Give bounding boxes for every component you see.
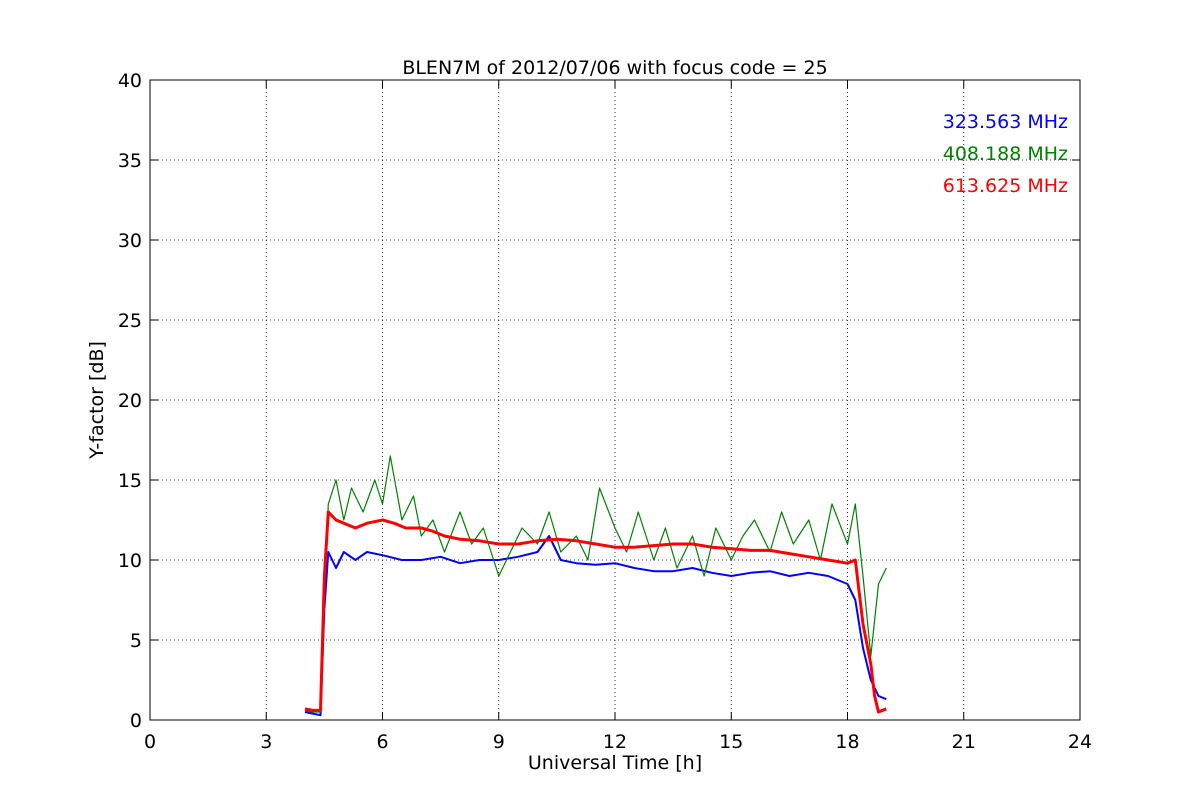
series-line-2	[304, 455, 887, 713]
x-tick-label: 15	[719, 731, 743, 753]
series-layer	[304, 455, 887, 717]
y-tick-label: 20	[118, 390, 142, 412]
x-tick-label: 21	[952, 731, 976, 753]
x-tick-label: 0	[144, 731, 156, 753]
legend: 323.563 MHz 408.188 MHz 613.625 MHz	[943, 111, 1068, 197]
x-tick-label: 24	[1068, 731, 1092, 753]
series-line-3	[304, 510, 887, 714]
y-tick-label: 25	[118, 310, 142, 332]
y-tick-label: 15	[118, 470, 142, 492]
y-tick-label: 30	[118, 230, 142, 252]
y-tick-label: 0	[130, 710, 142, 732]
axis-ticks: 0 3 6 9 12 15 18 21 24 0 5 10 15 20 25 30 35 40	[118, 70, 1092, 753]
x-axis-label: Universal Time [h]	[528, 752, 702, 774]
grid	[150, 80, 1080, 720]
y-axis-label: Y-factor [dB]	[86, 341, 108, 460]
legend-entry-3: 613.625 MHz	[943, 175, 1068, 197]
series-line-1	[304, 535, 887, 717]
y-tick-label: 40	[118, 70, 142, 92]
x-tick-label: 18	[835, 731, 859, 753]
y-tick-label: 35	[118, 150, 142, 172]
y-tick-label: 5	[130, 630, 142, 652]
x-tick-label: 12	[603, 731, 627, 753]
x-tick-label: 6	[376, 731, 388, 753]
y-tick-label: 10	[118, 550, 142, 572]
legend-entry-1: 323.563 MHz	[943, 111, 1068, 133]
chart-title: BLEN7M of 2012/07/06 with focus code = 2…	[402, 57, 827, 79]
x-tick-label: 9	[493, 731, 505, 753]
legend-entry-2: 408.188 MHz	[943, 143, 1068, 165]
x-tick-label: 3	[260, 731, 272, 753]
